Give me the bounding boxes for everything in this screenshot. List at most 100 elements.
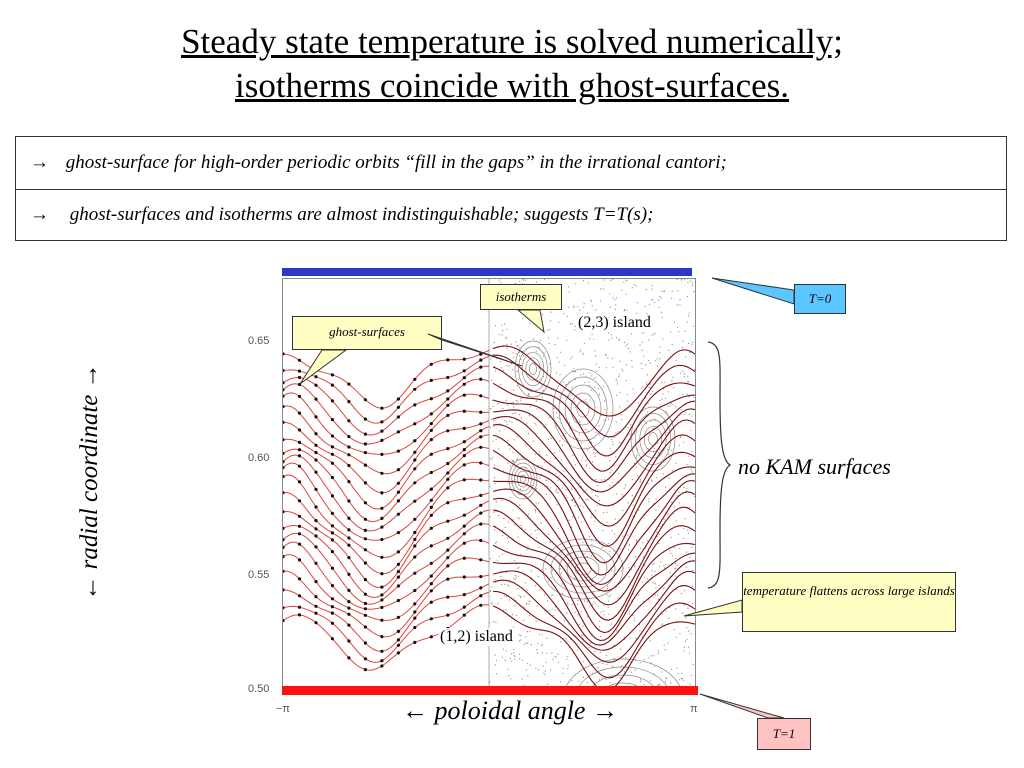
orbit-point — [283, 510, 285, 514]
poincare-dot — [686, 529, 688, 531]
poincare-dot — [587, 430, 589, 432]
poincare-dot — [571, 680, 573, 682]
poincare-dot — [494, 542, 496, 544]
poincare-dot — [668, 349, 670, 351]
poincare-dot — [648, 657, 650, 659]
poincare-dot — [641, 341, 644, 343]
poincare-dot — [594, 494, 597, 497]
poincare-dot — [523, 493, 526, 495]
orbit-point — [429, 513, 433, 517]
poincare-dot — [589, 642, 591, 644]
poincare-dot — [515, 352, 517, 355]
poincare-dot — [606, 521, 608, 523]
poincare-dot — [686, 627, 688, 629]
poincare-dot — [526, 549, 528, 551]
poincare-dot — [492, 456, 494, 458]
poincare-dot — [652, 563, 654, 565]
poincare-dot — [680, 279, 682, 281]
poincare-dot — [609, 293, 611, 295]
orbit-point — [446, 501, 450, 505]
poincare-dot — [613, 644, 615, 646]
poincare-dot — [607, 585, 609, 587]
poincare-dot — [501, 334, 503, 336]
orbit-point — [429, 600, 433, 604]
poincare-dot — [502, 470, 504, 472]
poincare-dot — [614, 436, 616, 438]
poincare-dot — [667, 391, 669, 393]
poincare-dot — [490, 509, 492, 511]
orbit-point — [297, 532, 302, 536]
poincare-dot — [623, 281, 625, 283]
orbit-point — [479, 586, 483, 590]
poincare-dot — [591, 581, 593, 583]
orbit-point — [396, 481, 400, 485]
poincare-dot — [498, 333, 500, 335]
orbit-point — [446, 397, 450, 401]
poincare-dot — [589, 372, 591, 374]
poincare-dot — [578, 623, 580, 625]
poincare-dot — [572, 454, 574, 456]
poincare-dot — [514, 658, 516, 660]
poincare-dot — [631, 287, 633, 289]
island-contour — [630, 406, 676, 472]
orbit-point — [363, 451, 367, 455]
poincare-dot — [574, 505, 576, 507]
poincare-dot — [537, 642, 539, 644]
orbit-point — [363, 668, 367, 672]
poincare-dot — [531, 485, 533, 487]
poincare-dot — [493, 464, 496, 466]
poincare-dot — [528, 394, 530, 396]
island-contour — [542, 538, 624, 600]
poincare-dot — [599, 651, 601, 653]
poincare-dot — [505, 650, 507, 652]
poincare-dot — [489, 426, 491, 428]
poincare-dot — [666, 412, 668, 414]
orbit-point — [330, 461, 334, 465]
poincare-dot — [492, 440, 494, 442]
poincare-dot — [520, 524, 522, 527]
poincare-dot — [491, 586, 493, 588]
poincare-dot — [607, 332, 610, 334]
poincare-dot — [604, 409, 606, 411]
poincare-dot — [618, 338, 620, 340]
poincare-dot — [579, 504, 581, 506]
poincare-dot — [548, 329, 550, 331]
poincare-dot — [681, 672, 683, 674]
poincare-dot — [617, 472, 620, 475]
poincare-dot — [634, 659, 636, 662]
poincare-dot — [495, 541, 498, 543]
poincare-dot — [651, 334, 653, 336]
orbit-point — [314, 519, 318, 523]
title-line-1: Steady state temperature is solved numer… — [181, 22, 843, 61]
poincare-dot — [642, 542, 644, 544]
poincare-dot — [502, 535, 504, 537]
poincare-dot — [536, 649, 538, 651]
poincare-dot — [595, 431, 597, 433]
poincare-dot — [570, 395, 572, 397]
poincare-dot — [622, 370, 624, 372]
poincare-dot — [562, 583, 564, 585]
poincare-dot — [598, 499, 601, 502]
ghost-surface-curve — [283, 491, 490, 575]
poincare-dot — [612, 366, 614, 368]
poincare-dot — [572, 516, 574, 518]
orbit-point — [396, 584, 400, 588]
poincare-dot — [507, 584, 509, 586]
poincare-dot — [625, 279, 627, 281]
poincare-dot — [574, 464, 577, 466]
poincare-dot — [675, 636, 677, 638]
poincare-dot — [671, 380, 673, 382]
ghost-surface-curve — [283, 378, 490, 445]
poincare-dot — [639, 630, 641, 632]
poincare-dot — [514, 578, 516, 580]
poincare-dot — [675, 462, 677, 464]
poincare-dot — [675, 557, 677, 559]
orbit-point — [462, 393, 466, 397]
poincare-dot — [656, 365, 658, 367]
orbit-point — [314, 375, 318, 379]
orbit-point — [330, 597, 334, 601]
poincare-dot — [670, 536, 672, 538]
poincare-dot — [603, 279, 606, 281]
orbit-point — [396, 397, 400, 401]
orbit-point — [330, 524, 334, 528]
